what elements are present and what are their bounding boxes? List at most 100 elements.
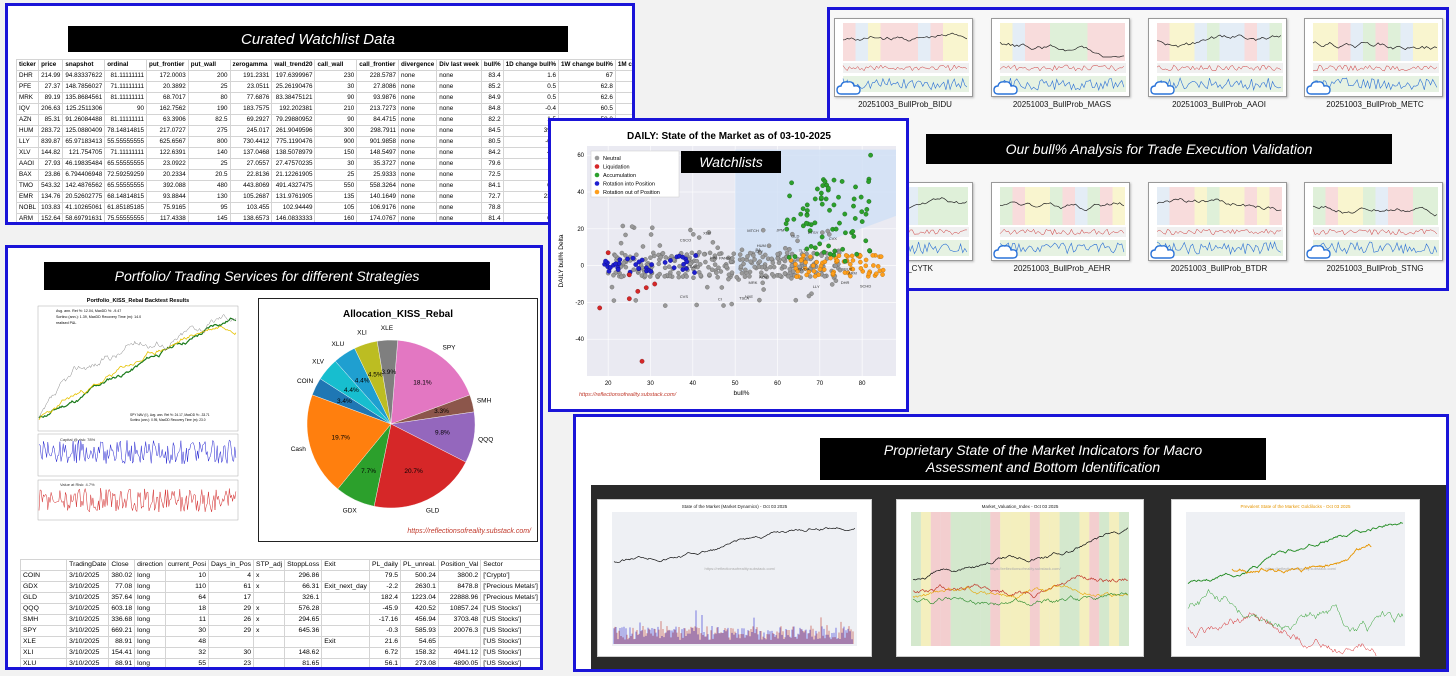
scatter-point-neutral [709, 257, 715, 262]
scatter-footer: https://reflectionsofreality.substack.co… [579, 392, 677, 398]
thumbnail-band [1400, 187, 1413, 225]
bull-chart-thumbnail[interactable] [1148, 18, 1287, 97]
table-cell: GLD [19, 592, 68, 604]
scatter-point-accumulation [854, 251, 860, 257]
table-cell: 55 [164, 658, 209, 667]
bull-chart-thumbnail[interactable] [991, 18, 1130, 97]
table-cell: 105.2687 [229, 191, 273, 203]
table-cell: 154.41 [108, 647, 136, 659]
scatter-point-rotation-out [822, 259, 828, 264]
indicator-series-line [1187, 521, 1403, 584]
thumbnail-bull-line [842, 77, 968, 91]
table-cell: 88.91 [108, 658, 136, 667]
table-row: GLD 3/10/2025 357.64 long 64 17 326.1 182.4 1223… [19, 592, 540, 604]
table-cell: 730.4412 [229, 136, 273, 148]
table-cell: long [134, 592, 166, 604]
table-cell: none [437, 225, 482, 226]
table-cell: 83.13445065 [315, 225, 357, 226]
bull-chart-thumbnail[interactable] [991, 182, 1130, 261]
bull-chart-thumbnail[interactable] [1304, 182, 1443, 261]
table-cell: 162.7562 [145, 103, 189, 115]
column-header: Days_in_Pos [207, 559, 255, 571]
table-cell: 3 [208, 670, 253, 671]
table-cell: none [398, 191, 438, 203]
table-cell: 10857.24 [437, 603, 482, 615]
column-header: snapshot [62, 59, 106, 71]
thumbnail-band [843, 23, 856, 61]
table-cell: 79.29880952 [271, 114, 316, 126]
thumbnail-subpanel [1000, 76, 1126, 92]
table-cell: long [134, 570, 166, 582]
thumbnail-chart [1156, 23, 1283, 92]
table-cell: 84.8 [480, 103, 504, 115]
scatter-point-neutral [658, 254, 664, 260]
scatter-point-rotation-out [843, 253, 849, 258]
table-cell: none [436, 158, 482, 170]
thumbnail-chart [842, 23, 969, 92]
bull-chart-thumbnail[interactable] [1304, 18, 1443, 97]
scatter-point-neutral [657, 271, 662, 277]
table-cell: 81.65 [284, 658, 323, 667]
scatter-point-liquidation [626, 272, 632, 278]
indicator-chart-title: State of the Market (Market Dynamics) - … [682, 504, 788, 509]
thumbnail-price-line [999, 201, 1125, 212]
table-cell: 6.72 [368, 647, 402, 659]
cloud-icon [1150, 245, 1175, 259]
column-header: wall_trend20 [271, 59, 316, 71]
scatter-point-neutral [786, 273, 791, 279]
table-cell: 134.76 [38, 191, 64, 203]
thumbnail-band [1207, 187, 1220, 225]
bull-chart-thumbnail[interactable] [834, 18, 973, 97]
table-cell: none [398, 213, 438, 222]
table-cell: 148.5497 [356, 147, 400, 159]
table-cell: 27.37 [38, 81, 64, 93]
scatter-point-rotation-out [866, 271, 872, 277]
scatter-point-accumulation [786, 254, 792, 260]
table-cell: 78.8 [480, 202, 504, 214]
table-row: SPY 3/10/2025 669.21 long 30 29 x 645.36 -0.3 585… [19, 625, 540, 637]
thumbnail-band [1112, 23, 1125, 61]
legend-label: Rotation into Position [603, 182, 655, 188]
table-cell: DD [17, 225, 39, 226]
column-header: 1W change bull% [558, 59, 616, 71]
thumbnail-band [1087, 23, 1100, 61]
table-cell: 11 [164, 614, 209, 626]
goldilocks-chart: Prevalent State of the Market: Goldilock… [1171, 499, 1420, 669]
scatter-point-rotation-out [812, 273, 818, 279]
scatter-point-neutral [787, 266, 793, 272]
legend-label: Liquidation [603, 165, 630, 171]
thumbnail-band [1338, 187, 1351, 225]
thumbnail-band [1375, 23, 1388, 61]
cloud-icon [836, 81, 861, 95]
table-cell: 62.6 [558, 92, 616, 104]
scatter-point-rotation-into [692, 270, 697, 275]
bull-chart-thumbnail[interactable] [1148, 182, 1287, 261]
pie-slice-label: Cash [291, 446, 307, 453]
table-cell: 89.19 [38, 92, 64, 104]
table-row: AZN 85.31 91.26084488 81.11111111 63.3906 82.… [15, 114, 632, 126]
backtest-chart: Portfolio_KISS_Rebal Backtest Results Avg… [30, 294, 245, 526]
scatter-point-neutral [662, 265, 668, 270]
thumbnail-band [1363, 23, 1376, 61]
table-cell: none [436, 191, 482, 203]
point-label: NVDA [798, 267, 809, 272]
table-cell: 41.10265061 [62, 202, 106, 214]
legend-marker [594, 164, 600, 169]
scatter-point-rotation-out [849, 253, 855, 259]
table-cell: 170.68 [401, 670, 439, 671]
table-cell: 3/10/2025 [66, 625, 110, 637]
scatter-point-neutral [611, 298, 617, 303]
scatter-point-accumulation [858, 194, 864, 200]
thumbnail-band [1375, 187, 1388, 225]
point-label: MRK [749, 280, 758, 285]
table-cell: 392.088 [145, 180, 189, 192]
point-label: AZN [759, 274, 767, 279]
thumbnail-bull-line [1156, 77, 1281, 91]
point-label: CVS [680, 294, 689, 299]
thumbnail-chart [1156, 187, 1283, 256]
table-cell: NOBL [15, 202, 40, 214]
thumbnail-band [1338, 23, 1351, 61]
table-cell: XLI [19, 647, 68, 659]
table-cell: 125.2511306 [62, 103, 106, 115]
table-cell: 117.4338 [145, 213, 189, 222]
